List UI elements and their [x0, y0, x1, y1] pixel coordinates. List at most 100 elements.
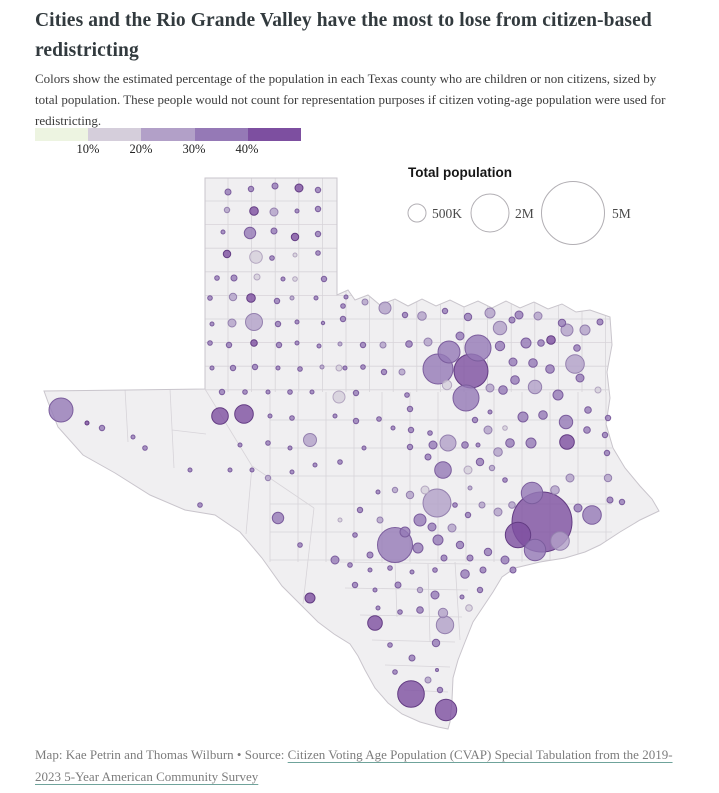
county-bubble[interactable] — [234, 404, 254, 424]
county-bubble[interactable] — [280, 276, 286, 282]
county-bubble[interactable] — [618, 498, 626, 506]
county-bubble[interactable] — [352, 389, 360, 397]
county-bubble[interactable] — [84, 420, 90, 426]
county-bubble[interactable] — [339, 315, 347, 323]
county-bubble[interactable] — [214, 275, 220, 281]
county-bubble[interactable] — [367, 615, 383, 631]
county-bubble[interactable] — [220, 229, 226, 235]
county-bubble[interactable] — [436, 686, 444, 694]
county-bubble[interactable] — [475, 442, 481, 448]
county-bubble[interactable] — [502, 425, 508, 431]
county-bubble[interactable] — [337, 459, 343, 465]
county-bubble[interactable] — [387, 565, 393, 571]
county-bubble[interactable] — [514, 310, 524, 320]
county-bubble[interactable] — [271, 182, 279, 190]
county-bubble[interactable] — [604, 414, 612, 422]
county-bubble[interactable] — [452, 502, 458, 508]
county-bubble[interactable] — [397, 680, 425, 708]
county-bubble[interactable] — [502, 477, 508, 483]
county-bubble[interactable] — [416, 586, 424, 594]
county-bubble[interactable] — [303, 433, 317, 447]
county-bubble[interactable] — [271, 511, 285, 525]
county-bubble[interactable] — [274, 320, 282, 328]
county-bubble[interactable] — [441, 379, 453, 391]
county-bubble[interactable] — [432, 534, 444, 546]
county-bubble[interactable] — [366, 551, 374, 559]
county-bubble[interactable] — [413, 513, 427, 527]
county-bubble[interactable] — [223, 206, 231, 214]
county-bubble[interactable] — [467, 485, 473, 491]
county-bubble[interactable] — [432, 567, 438, 573]
county-bubble[interactable] — [376, 416, 382, 422]
county-bubble[interactable] — [330, 555, 340, 565]
county-bubble[interactable] — [375, 489, 381, 495]
county-bubble[interactable] — [98, 424, 106, 432]
county-bubble[interactable] — [492, 320, 508, 336]
county-bubble[interactable] — [552, 389, 564, 401]
county-bubble[interactable] — [488, 464, 496, 472]
county-bubble[interactable] — [352, 532, 358, 538]
county-bubble[interactable] — [294, 340, 300, 346]
county-bubble[interactable] — [394, 581, 402, 589]
county-bubble[interactable] — [367, 567, 373, 573]
county-bubble[interactable] — [409, 569, 415, 575]
county-bubble[interactable] — [538, 410, 548, 420]
county-bubble[interactable] — [227, 467, 233, 473]
county-bubble[interactable] — [379, 341, 387, 349]
county-bubble[interactable] — [292, 252, 298, 258]
county-bubble[interactable] — [487, 409, 493, 415]
county-bubble[interactable] — [455, 331, 465, 341]
county-bubble[interactable] — [510, 375, 520, 385]
county-bubble[interactable] — [332, 390, 346, 404]
county-bubble[interactable] — [582, 505, 602, 525]
county-bubble[interactable] — [237, 442, 243, 448]
county-bubble[interactable] — [523, 538, 547, 562]
county-bubble[interactable] — [387, 642, 393, 648]
source-link[interactable]: Citizen Voting Age Population (CVAP) Spe… — [35, 747, 673, 785]
county-bubble[interactable] — [528, 358, 538, 368]
county-bubble[interactable] — [320, 320, 326, 326]
county-bubble[interactable] — [315, 250, 321, 256]
county-bubble[interactable] — [584, 406, 592, 414]
county-bubble[interactable] — [209, 321, 215, 327]
county-bubble[interactable] — [478, 501, 486, 509]
county-bubble[interactable] — [142, 445, 148, 451]
county-bubble[interactable] — [603, 473, 613, 483]
county-bubble[interactable] — [517, 411, 529, 423]
county-bubble[interactable] — [424, 676, 432, 684]
county-bubble[interactable] — [405, 490, 415, 500]
county-bubble[interactable] — [273, 297, 281, 305]
county-bubble[interactable] — [342, 365, 348, 371]
county-bubble[interactable] — [304, 592, 316, 604]
county-bubble[interactable] — [508, 357, 518, 367]
county-bubble[interactable] — [557, 318, 567, 328]
county-bubble[interactable] — [269, 255, 275, 261]
county-bubble[interactable] — [253, 273, 261, 281]
county-bubble[interactable] — [297, 366, 303, 372]
county-bubble[interactable] — [565, 473, 575, 483]
county-bubble[interactable] — [424, 453, 432, 461]
county-bubble[interactable] — [455, 540, 465, 550]
county-bubble[interactable] — [596, 318, 604, 326]
county-bubble[interactable] — [399, 526, 411, 538]
county-bubble[interactable] — [550, 531, 570, 551]
county-bubble[interactable] — [437, 607, 449, 619]
county-bubble[interactable] — [352, 417, 360, 425]
county-bubble[interactable] — [459, 594, 465, 600]
county-bubble[interactable] — [312, 462, 318, 468]
county-bubble[interactable] — [408, 654, 416, 662]
county-bubble[interactable] — [209, 365, 215, 371]
county-bubble[interactable] — [464, 511, 472, 519]
county-bubble[interactable] — [479, 566, 487, 574]
county-bubble[interactable] — [406, 443, 414, 451]
county-bubble[interactable] — [460, 569, 470, 579]
county-bubble[interactable] — [314, 186, 322, 194]
county-bubble[interactable] — [401, 311, 409, 319]
county-bubble[interactable] — [422, 488, 452, 518]
county-bubble[interactable] — [439, 434, 457, 452]
county-bubble[interactable] — [559, 434, 575, 450]
county-bubble[interactable] — [434, 461, 452, 479]
county-bubble[interactable] — [207, 340, 213, 346]
county-bubble[interactable] — [463, 312, 473, 322]
county-bubble[interactable] — [423, 337, 433, 347]
